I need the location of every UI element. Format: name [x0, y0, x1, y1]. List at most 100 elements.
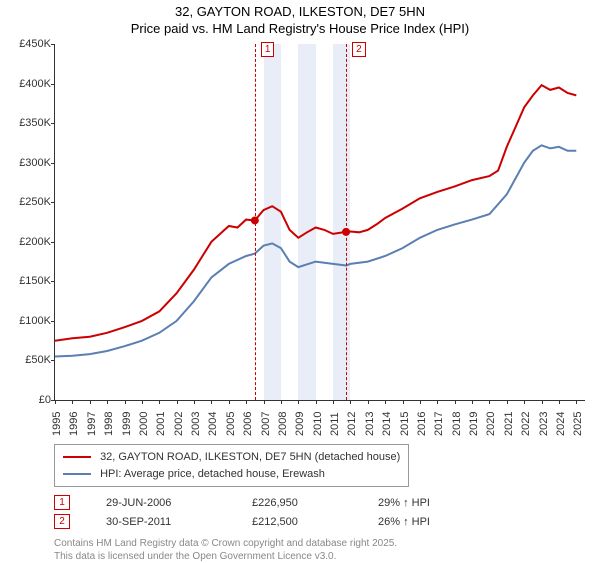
y-tick [51, 163, 55, 164]
x-axis-label: 2001 [155, 412, 167, 436]
figure-container: 32, GAYTON ROAD, ILKESTON, DE7 5HN Price… [0, 0, 600, 560]
y-tick [51, 202, 55, 203]
event-badge: 2 [54, 514, 70, 529]
x-tick [368, 400, 369, 404]
y-tick [51, 281, 55, 282]
legend-item-hpi: HPI: Average price, detached house, Erew… [63, 466, 400, 483]
y-axis-label: £400K [19, 78, 51, 90]
y-tick [51, 242, 55, 243]
x-axis-label: 2025 [572, 412, 584, 436]
event-delta: 29% ↑ HPI [378, 497, 478, 509]
x-axis-label: 2019 [468, 412, 480, 436]
x-axis-label: 2014 [381, 412, 393, 436]
x-tick [559, 400, 560, 404]
x-axis-label: 2010 [312, 412, 324, 436]
event-vlabel: 2 [352, 42, 366, 57]
x-axis-label: 2000 [138, 412, 150, 436]
legend-swatch-blue [63, 473, 91, 475]
footnote-line1: Contains HM Land Registry data © Crown c… [54, 537, 584, 550]
event-badge: 1 [54, 495, 70, 510]
event-date: 29-JUN-2006 [106, 497, 216, 509]
event-vlabel: 1 [261, 42, 275, 57]
x-tick [159, 400, 160, 404]
x-axis-label: 2023 [538, 412, 550, 436]
x-axis-label: 2011 [329, 412, 341, 436]
y-axis-label: £450K [19, 38, 51, 50]
x-axis-label: 2004 [207, 412, 219, 436]
x-tick [576, 400, 577, 404]
y-axis-label: £200K [19, 236, 51, 248]
x-tick [507, 400, 508, 404]
x-axis-label: 2005 [225, 412, 237, 436]
x-axis-label: 2007 [260, 412, 272, 436]
x-axis-label: 2022 [520, 412, 532, 436]
title-block: 32, GAYTON ROAD, ILKESTON, DE7 5HN Price… [0, 0, 600, 38]
y-axis-label: £300K [19, 157, 51, 169]
y-axis-label: £150K [19, 275, 51, 287]
event-row: 1 29-JUN-2006 £226,950 29% ↑ HPI [54, 493, 584, 512]
legend-box: 32, GAYTON ROAD, ILKESTON, DE7 5HN (deta… [54, 444, 409, 487]
x-axis-label: 2018 [451, 412, 463, 436]
x-tick [403, 400, 404, 404]
x-tick [437, 400, 438, 404]
x-axis-label: 2021 [503, 412, 515, 436]
x-axis-label: 1998 [103, 412, 115, 436]
x-axis-label: 2016 [416, 412, 428, 436]
event-price: £226,950 [252, 497, 342, 509]
x-axis-label: 2008 [277, 412, 289, 436]
x-axis-label: 2003 [190, 412, 202, 436]
x-tick [107, 400, 108, 404]
chart-svg [55, 44, 585, 400]
x-tick [177, 400, 178, 404]
x-tick [455, 400, 456, 404]
series-price_paid [55, 85, 576, 341]
event-row: 2 30-SEP-2011 £212,500 26% ↑ HPI [54, 512, 584, 531]
legend-and-footer: 32, GAYTON ROAD, ILKESTON, DE7 5HN (deta… [54, 444, 584, 563]
x-tick [55, 400, 56, 404]
legend-swatch-red [63, 456, 91, 458]
event-vline [255, 44, 256, 400]
x-tick [333, 400, 334, 404]
x-tick [489, 400, 490, 404]
x-tick [194, 400, 195, 404]
x-tick [211, 400, 212, 404]
x-axis-label: 2015 [399, 412, 411, 436]
x-tick [472, 400, 473, 404]
x-axis-label: 2009 [294, 412, 306, 436]
footnote-line2: This data is licensed under the Open Gov… [54, 550, 584, 563]
x-tick [420, 400, 421, 404]
x-tick [524, 400, 525, 404]
x-tick [316, 400, 317, 404]
x-tick [246, 400, 247, 404]
footnote: Contains HM Land Registry data © Crown c… [54, 537, 584, 563]
y-tick [51, 123, 55, 124]
x-tick [298, 400, 299, 404]
x-tick [264, 400, 265, 404]
y-tick [51, 44, 55, 45]
x-tick [385, 400, 386, 404]
y-axis-label: £0 [39, 394, 51, 406]
x-axis-label: 1997 [86, 412, 98, 436]
y-axis-label: £250K [19, 196, 51, 208]
x-tick [350, 400, 351, 404]
y-axis-label: £350K [19, 117, 51, 129]
x-axis-label: 2002 [173, 412, 185, 436]
x-tick [125, 400, 126, 404]
event-date: 30-SEP-2011 [106, 516, 216, 528]
x-axis-label: 1995 [51, 412, 63, 436]
x-axis-label: 2017 [433, 412, 445, 436]
event-delta: 26% ↑ HPI [378, 516, 478, 528]
y-axis-label: £100K [19, 315, 51, 327]
x-axis-label: 2024 [555, 412, 567, 436]
x-axis-label: 2020 [485, 412, 497, 436]
y-tick [51, 84, 55, 85]
y-axis-label: £50K [25, 354, 51, 366]
event-price: £212,500 [252, 516, 342, 528]
x-tick [229, 400, 230, 404]
x-tick [72, 400, 73, 404]
x-axis-label: 1996 [68, 412, 80, 436]
x-axis-label: 2013 [364, 412, 376, 436]
title-subtitle: Price paid vs. HM Land Registry's House … [0, 21, 600, 38]
event-vline [346, 44, 347, 400]
x-tick [142, 400, 143, 404]
